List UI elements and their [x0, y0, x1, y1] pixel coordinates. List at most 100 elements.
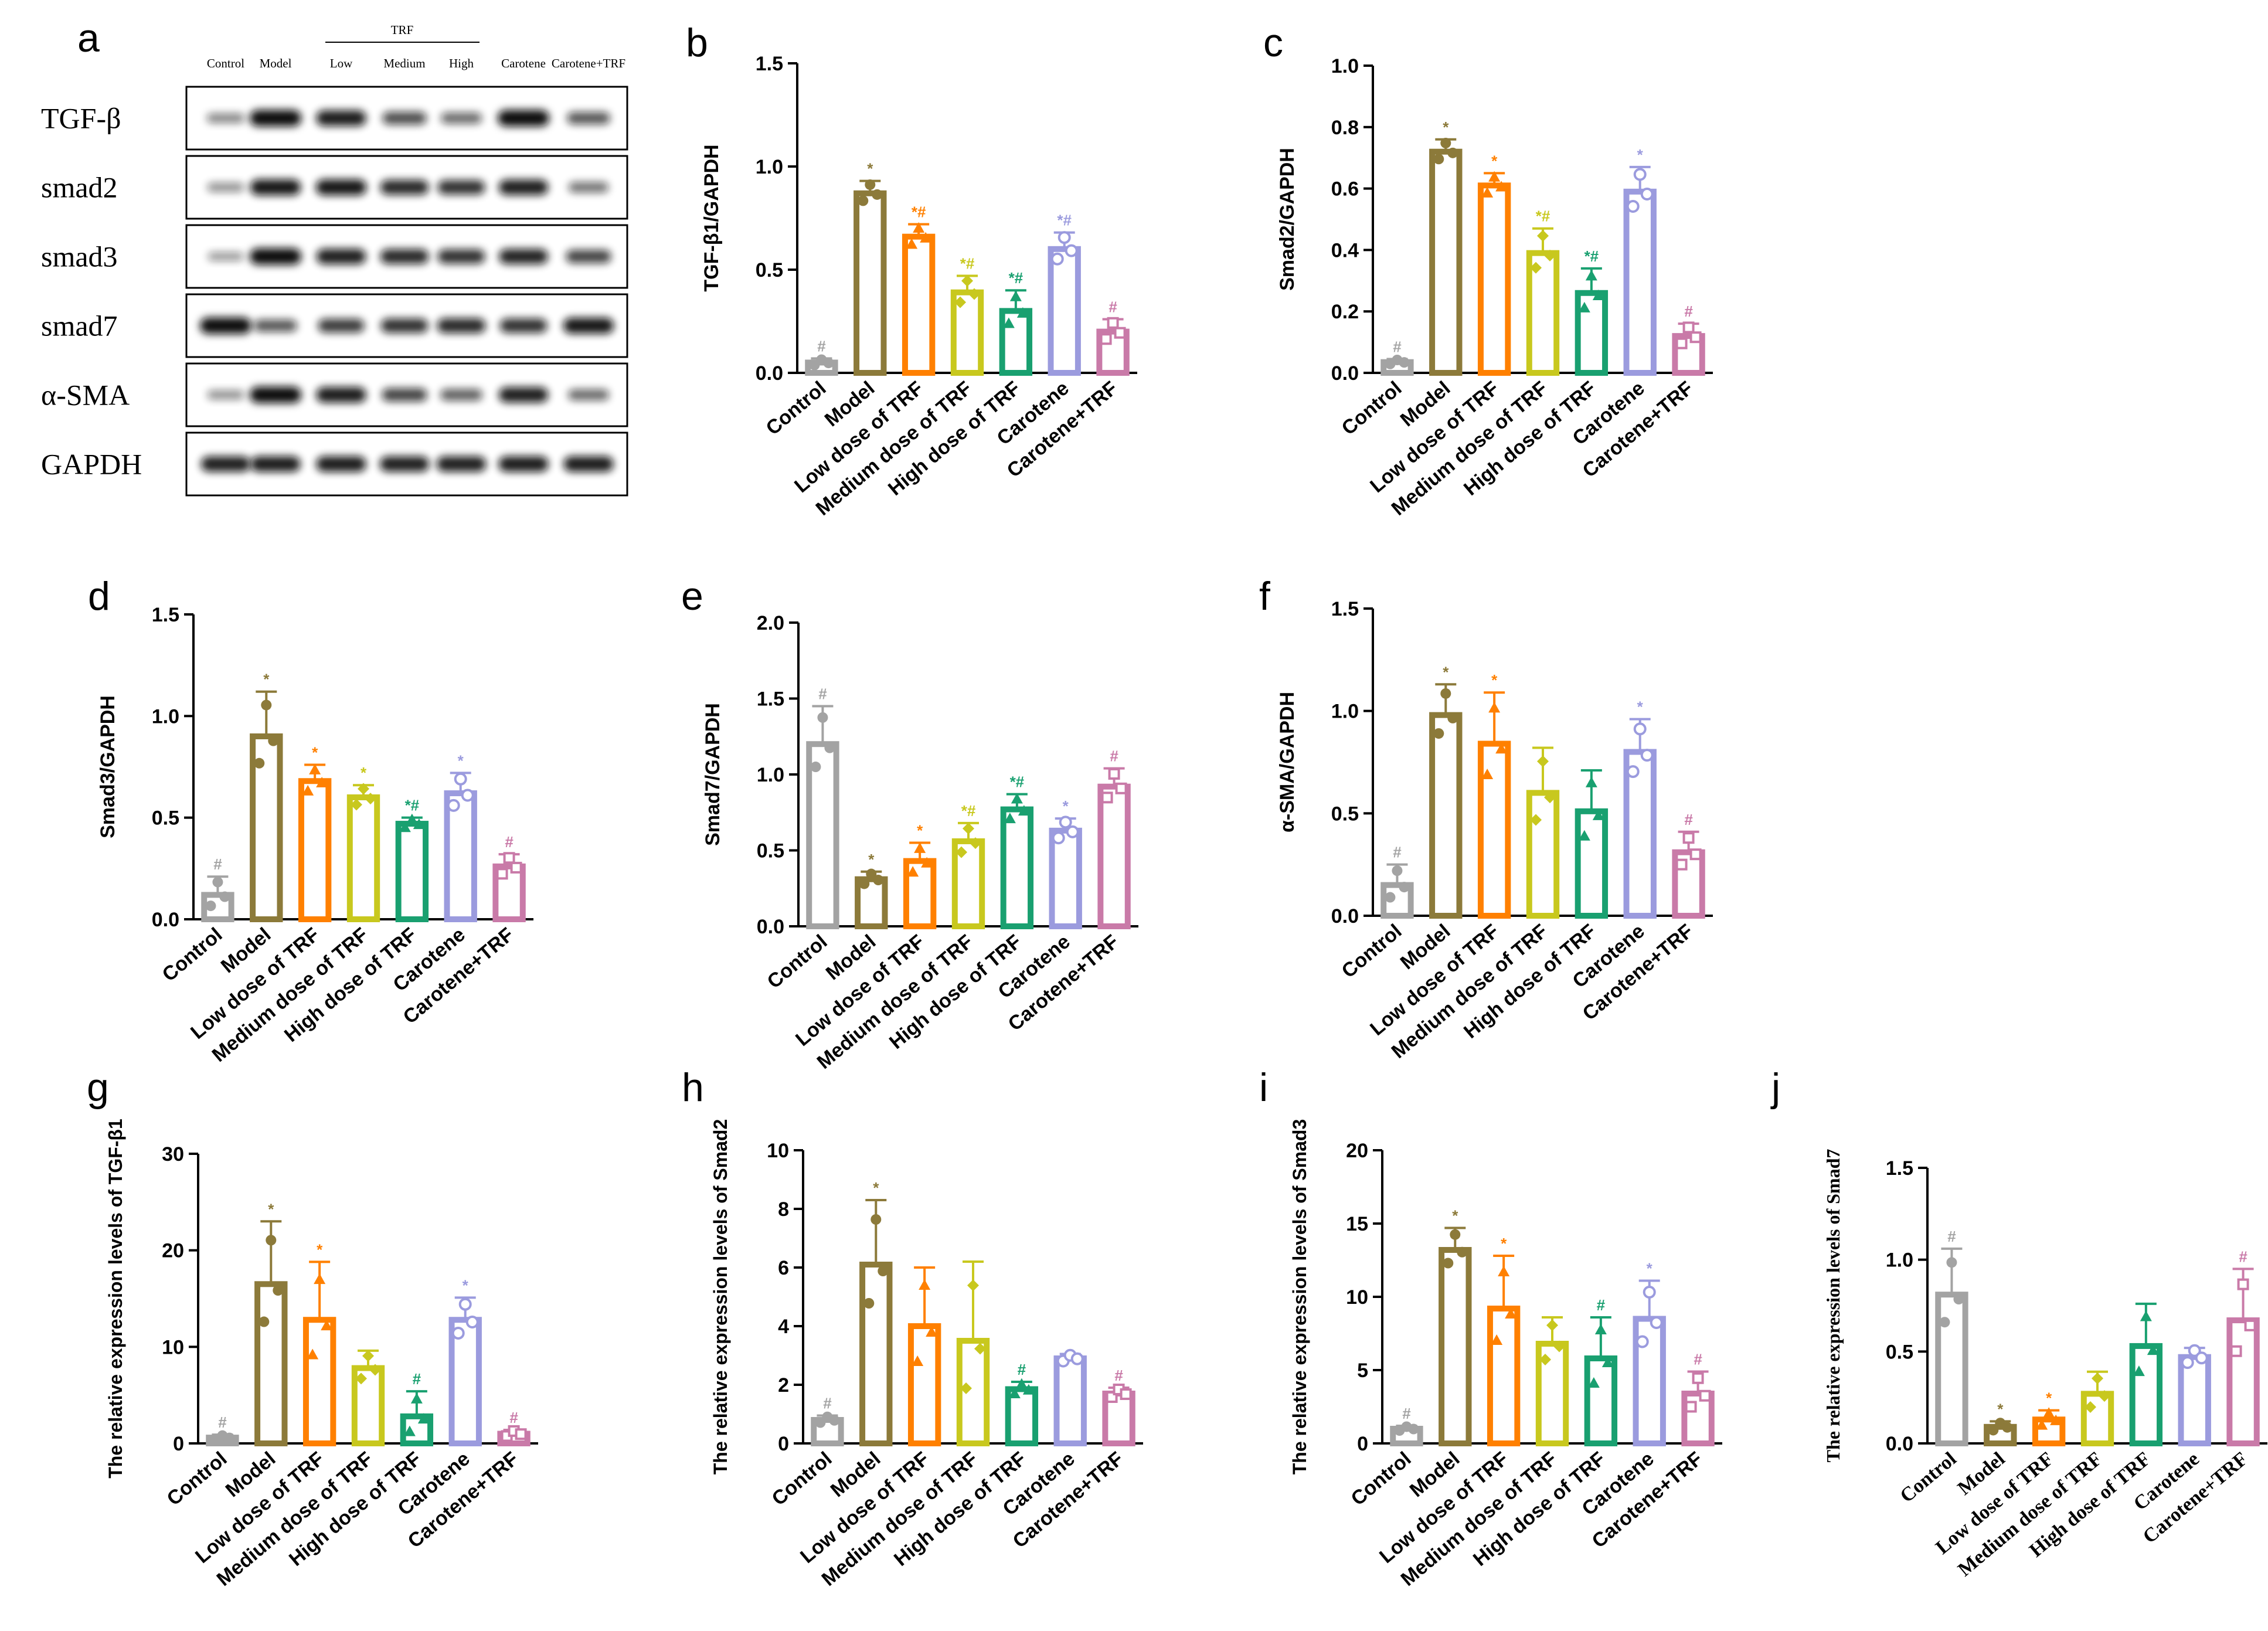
- data-point: [878, 1266, 889, 1276]
- significance-mark: *: [873, 1179, 879, 1197]
- data-point: [1592, 289, 1604, 300]
- significance-mark: *: [268, 1200, 274, 1218]
- y-tick-label: 8: [778, 1198, 789, 1221]
- blot-row-label: α-SMA: [41, 379, 130, 412]
- blot-row-label: smad7: [41, 310, 118, 342]
- data-point: [921, 857, 933, 868]
- panel-letter-e: e: [681, 574, 703, 619]
- chart-h: h 0 2 4 6 8 10 The relative expression levels o…: [682, 1065, 1143, 1591]
- data-point: [1018, 805, 1030, 816]
- bar: [859, 1262, 893, 1446]
- significance-mark: *: [317, 1241, 323, 1258]
- x-tick-label: Control: [158, 923, 227, 986]
- significance-mark: #: [1018, 1361, 1026, 1378]
- y-tick-label: 0.5: [756, 259, 783, 281]
- significance-mark: #: [1597, 1296, 1606, 1314]
- bar: [1048, 246, 1081, 376]
- significance-mark: #: [505, 833, 514, 851]
- panel-letter-i: i: [1259, 1065, 1268, 1110]
- data-point: [1408, 1423, 1419, 1435]
- data-point: [309, 763, 321, 774]
- data-point: [970, 837, 981, 850]
- lane-label: High: [449, 56, 474, 70]
- data-point: [1988, 1425, 1999, 1436]
- y-tick-label: 0.0: [1331, 905, 1359, 927]
- data-point: [1530, 814, 1542, 826]
- bar: [999, 308, 1033, 376]
- y-tick-label: 10: [1346, 1286, 1368, 1309]
- data-point: [417, 1413, 430, 1424]
- y-tick-label: 0.0: [757, 916, 784, 938]
- significance-mark: #: [509, 1409, 518, 1426]
- data-point: [212, 876, 223, 888]
- significance-mark: *#: [1584, 247, 1599, 265]
- bar: [1477, 182, 1511, 376]
- significance-mark: #: [1684, 303, 1693, 320]
- data-point: [2099, 1390, 2110, 1402]
- significance-mark: #: [2239, 1248, 2247, 1265]
- significance-mark: *: [1501, 1235, 1507, 1252]
- panel-letter-g: g: [87, 1065, 109, 1110]
- data-point: [815, 1417, 826, 1428]
- data-point: [503, 852, 515, 864]
- y-tick-label: 1.0: [757, 764, 784, 786]
- data-point: [2085, 1401, 2096, 1413]
- significance-mark: #: [413, 1370, 421, 1388]
- y-axis-label: The relative expression levels of Smad3: [1289, 1119, 1310, 1475]
- significance-mark: #: [817, 337, 826, 355]
- data-point: [259, 1316, 270, 1327]
- y-tick-label: 5: [1357, 1360, 1368, 1382]
- data-point: [1399, 882, 1410, 893]
- significance-mark: *: [1443, 663, 1449, 681]
- data-point: [926, 1326, 938, 1337]
- panel-letter-d: d: [88, 574, 110, 619]
- y-tick-label: 1.0: [1331, 55, 1359, 77]
- lane-label: Control: [207, 56, 244, 70]
- significance-mark: *: [463, 1276, 469, 1294]
- significance-mark: *: [867, 160, 873, 178]
- bar: [1487, 1306, 1521, 1446]
- x-tick-label: Control: [1338, 920, 1406, 983]
- significance-mark: #: [1114, 1367, 1123, 1384]
- significance-mark: #: [818, 685, 827, 702]
- trf-group-label: TRF: [391, 23, 414, 37]
- bar: [250, 733, 283, 922]
- blot-band: [250, 386, 301, 403]
- bar: [302, 1317, 336, 1446]
- data-point: [1447, 147, 1458, 158]
- data-point: [1481, 186, 1494, 198]
- y-tick-label: 2: [778, 1374, 789, 1396]
- data-point: [1635, 1335, 1649, 1348]
- data-point: [1544, 249, 1556, 261]
- bar: [2129, 1343, 2163, 1447]
- data-point: [1450, 1229, 1461, 1240]
- data-point: [912, 1355, 924, 1366]
- data-point: [369, 1364, 381, 1376]
- chart-f: f0.00.51.01.5α-SMA/GAPDH#Control*Model*L…: [1259, 574, 1713, 1063]
- data-point: [1643, 1286, 1656, 1299]
- y-tick-label: 1.5: [757, 688, 784, 711]
- y-tick-label: 20: [162, 1240, 184, 1262]
- y-tick-label: 6: [778, 1257, 789, 1279]
- panel-letter-f: f: [1259, 574, 1270, 619]
- significance-mark: *: [263, 671, 270, 688]
- significance-mark: *: [1997, 1400, 2004, 1418]
- data-point: [1601, 1357, 1614, 1367]
- y-tick-label: 1.5: [1331, 598, 1359, 620]
- data-point: [1070, 1352, 1084, 1365]
- data-point: [1537, 230, 1549, 242]
- data-point: [1433, 154, 1444, 165]
- chart-j: j 0.0 0.5 1.0 1.5 The relative expression lev…: [1770, 1065, 2267, 1581]
- data-point: [1544, 791, 1556, 804]
- bar: [346, 794, 380, 922]
- y-tick-label: 0.0: [1331, 362, 1359, 385]
- data-point: [254, 757, 265, 769]
- blot-band: [379, 456, 430, 472]
- y-axis-label: α-SMA/GAPDH: [1276, 692, 1298, 833]
- data-point: [1440, 138, 1451, 149]
- data-point: [1009, 290, 1022, 301]
- chart-b: b0.00.51.01.5TGF-β1/GAPDH#Control*Model*…: [686, 21, 1137, 520]
- blot-band: [498, 387, 549, 403]
- lane-label: Medium: [383, 56, 425, 70]
